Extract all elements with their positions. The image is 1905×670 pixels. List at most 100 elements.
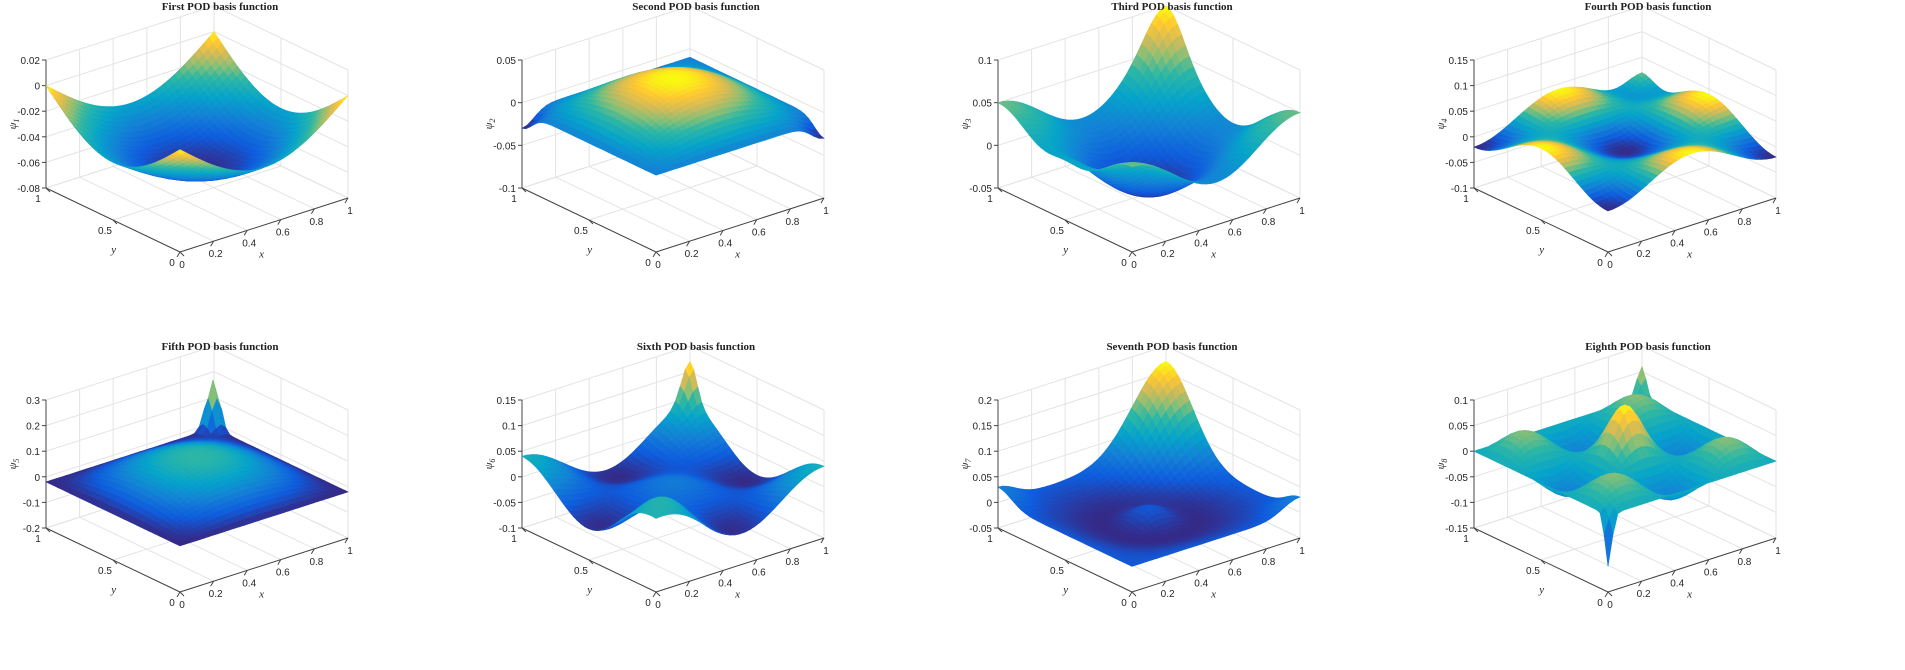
- z-tick-label: -0.05: [493, 141, 516, 152]
- z-tick-label: -0.05: [969, 184, 992, 195]
- x-tick-label: 0: [179, 600, 185, 611]
- x-tick-label: 1: [1775, 206, 1781, 217]
- wall-gridline: [522, 6, 690, 60]
- x-tick-label: 0.6: [1704, 228, 1718, 239]
- x-tick-label: 0.2: [209, 249, 223, 260]
- z-label-subscript: 3: [964, 119, 973, 124]
- x-tick-label: 0: [179, 260, 185, 271]
- x-tick-label: 0: [1131, 260, 1137, 271]
- z-axis-label: ψ4: [1435, 119, 1449, 130]
- surface-plot: 00.20.40.60.8100.51-0.1-0.0500.050.10.15…: [1428, 0, 1904, 330]
- z-tick-label: 0.15: [1449, 56, 1469, 67]
- x-tick: [177, 592, 180, 597]
- z-tick-label: -0.2: [23, 524, 41, 535]
- y-tick-label: 0.5: [98, 566, 112, 577]
- y-tick-label: 0: [169, 258, 175, 269]
- y-tick-label: 0.5: [1050, 226, 1064, 237]
- y-tick-label: 0: [645, 258, 651, 269]
- y-tick: [656, 252, 660, 256]
- x-tick-label: 1: [347, 206, 353, 217]
- x-tick-label: 0.8: [309, 217, 323, 228]
- y-tick-label: 1: [35, 194, 41, 205]
- z-tick-label: 0.05: [497, 56, 517, 67]
- y-tick: [1132, 252, 1136, 256]
- x-tick-label: 0: [1607, 260, 1613, 271]
- x-tick: [1129, 252, 1132, 257]
- x-tick-label: 0.4: [242, 238, 256, 249]
- wall-gridline: [46, 372, 214, 426]
- z-tick-label: 0: [1462, 133, 1468, 144]
- z-axis-label: ψ3: [959, 119, 973, 130]
- y-tick-label: 1: [987, 194, 993, 205]
- x-axis-label: x: [1686, 249, 1692, 261]
- z-tick-label: -0.1: [499, 184, 517, 195]
- x-tick-label: 0: [655, 260, 661, 271]
- z-axis-label: ψ5: [7, 459, 21, 470]
- wall-gridline: [1474, 32, 1642, 86]
- y-tick-label: 0: [1597, 258, 1603, 269]
- x-axis-label: x: [258, 249, 264, 261]
- x-axis-label: x: [734, 249, 740, 261]
- z-axis-label: ψ2: [483, 119, 497, 130]
- x-tick-label: 0.6: [1228, 228, 1242, 239]
- x-tick-label: 1: [347, 546, 353, 557]
- y-tick: [180, 252, 184, 256]
- floor-gridline: [589, 166, 757, 220]
- y-tick-label: 1: [1463, 194, 1469, 205]
- z-label-subscript: 2: [488, 119, 497, 123]
- z-tick-label: 0.3: [26, 396, 40, 407]
- x-tick-label: 0.2: [1637, 249, 1651, 260]
- wall-gridline: [46, 6, 214, 60]
- z-label-subscript: 1: [12, 119, 21, 123]
- x-tick-label: 0.2: [685, 249, 699, 260]
- z-tick-label: -0.02: [17, 107, 40, 118]
- x-tick-label: 0.4: [242, 578, 256, 589]
- z-label-subscript: 4: [1440, 119, 1449, 123]
- z-tick-label: 0.1: [26, 447, 40, 458]
- y-axis-label: y: [110, 584, 116, 596]
- x-tick-label: 0.6: [752, 228, 766, 239]
- z-tick-label: 0.05: [1449, 107, 1469, 118]
- chart-title: Fourth POD basis function: [1428, 1, 1868, 13]
- surface-plot: 00.20.40.60.8100.51-0.08-0.06-0.04-0.020…: [0, 0, 476, 330]
- x-tick-label: 0.2: [1161, 249, 1175, 260]
- x-tick-label: 0.4: [718, 238, 732, 249]
- x-tick-label: 1: [823, 206, 829, 217]
- x-tick-label: 0.8: [1261, 217, 1275, 228]
- x-tick-label: 0.8: [785, 217, 799, 228]
- chart-title: Second POD basis function: [476, 1, 916, 13]
- x-tick-label: 0.4: [1194, 238, 1208, 249]
- z-tick-label: -0.06: [17, 158, 40, 169]
- y-tick-label: 1: [511, 194, 517, 205]
- y-tick-label: 0.5: [1526, 226, 1540, 237]
- y-tick-label: 0.5: [574, 226, 588, 237]
- z-tick-label: 0.02: [21, 56, 41, 67]
- y-tick-label: 0: [169, 598, 175, 609]
- y-axis-label: y: [586, 244, 592, 256]
- x-tick-label: 1: [1299, 206, 1305, 217]
- wall-gridline: [1474, 6, 1642, 60]
- z-tick-label: -0.08: [17, 184, 40, 195]
- x-tick-label: 0.8: [1737, 217, 1751, 228]
- y-tick-label: 0: [1121, 258, 1127, 269]
- surface-plot: 00.20.40.60.8100.51-0.2-0.100.10.20.3xyψ…: [0, 340, 476, 670]
- x-axis-label: x: [258, 589, 264, 601]
- z-tick-label: 0: [986, 141, 992, 152]
- z-tick-label: -0.05: [1445, 158, 1468, 169]
- z-tick-label: 0.2: [26, 422, 40, 433]
- chart-title: First POD basis function: [0, 1, 440, 13]
- y-tick-label: 0.5: [98, 226, 112, 237]
- z-tick-label: 0: [34, 473, 40, 484]
- x-tick-label: 0.8: [309, 557, 323, 568]
- z-tick-label: 0: [34, 82, 40, 93]
- x-tick: [1605, 252, 1608, 257]
- x-tick: [177, 252, 180, 257]
- chart-title: Third POD basis function: [952, 1, 1392, 13]
- z-tick-label: 0.1: [978, 56, 992, 67]
